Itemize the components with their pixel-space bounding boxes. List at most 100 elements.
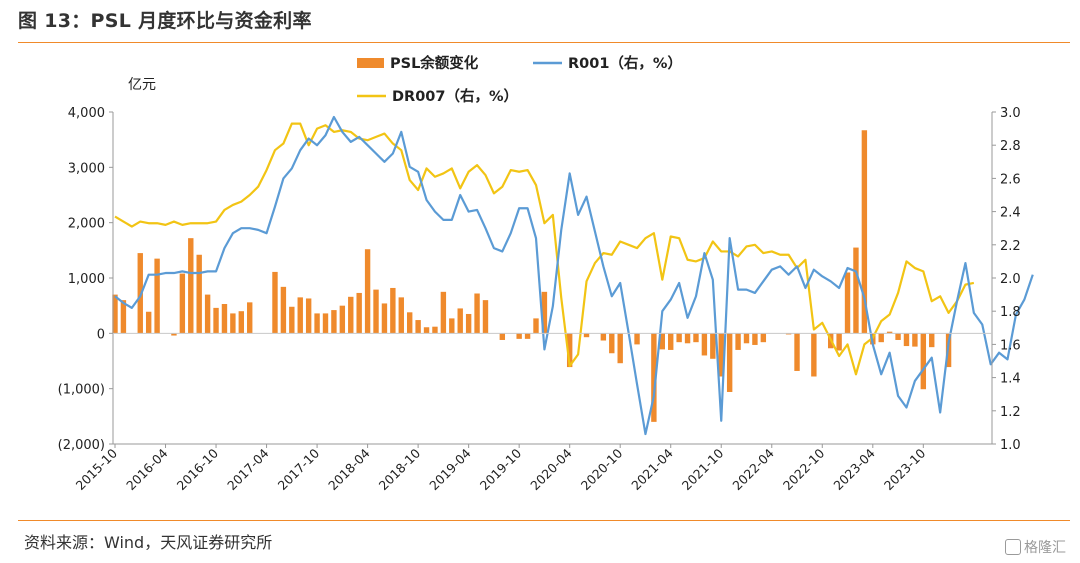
- psl-bar: [465, 313, 472, 334]
- psl-bar: [348, 296, 354, 334]
- psl-bar: [137, 253, 143, 334]
- psl-bar: [710, 333, 716, 359]
- psl-bar: [322, 313, 329, 334]
- psl-bar: [221, 304, 228, 334]
- right-tick-label: 2.4: [1000, 206, 1021, 221]
- legend-r001-label: R001（右，%）: [568, 54, 682, 72]
- psl-bar: [120, 300, 127, 334]
- psl-bar: [440, 291, 447, 334]
- psl-bar: [524, 333, 531, 339]
- psl-bar: [676, 333, 682, 343]
- x-tick-label: 2021-04: [628, 445, 676, 493]
- psl-bar: [381, 303, 388, 334]
- psl-bar: [238, 311, 244, 334]
- psl-bar: [583, 333, 590, 338]
- left-tick-label: (2,000): [58, 438, 105, 453]
- x-tick-label: 2020-04: [527, 445, 575, 493]
- x-tick-label: 2021-10: [679, 445, 727, 493]
- watermark-logo-icon: [1005, 539, 1021, 555]
- psl-bar: [423, 327, 430, 334]
- psl-bar: [566, 333, 573, 368]
- psl-bar: [718, 333, 724, 377]
- psl-bar: [878, 333, 884, 343]
- psl-bar: [297, 297, 303, 334]
- psl-bar: [474, 293, 480, 334]
- psl-bar: [516, 333, 522, 339]
- psl-bar: [247, 302, 253, 334]
- legend-psl-label: PSL余额变化: [390, 54, 479, 72]
- psl-bar: [836, 333, 842, 351]
- psl-bar: [609, 333, 615, 354]
- psl-bar: [651, 333, 657, 422]
- psl-bar: [760, 333, 767, 343]
- x-tick-label: 2016-04: [123, 445, 171, 493]
- psl-bar: [407, 312, 413, 334]
- right-tick-label: 1.8: [1000, 305, 1021, 320]
- x-tick-label: 2022-04: [729, 445, 777, 493]
- title-rule: [18, 42, 1070, 43]
- left-tick-label: 4,000: [68, 106, 105, 121]
- psl-bar: [154, 258, 160, 334]
- psl-bar: [204, 294, 211, 334]
- psl-bar: [305, 298, 312, 334]
- right-tick-label: 2.2: [1000, 239, 1021, 254]
- psl-bar: [213, 307, 219, 334]
- x-tick-label: 2019-10: [477, 445, 525, 493]
- right-tick-label: 1.4: [1000, 372, 1021, 387]
- psl-bar: [811, 333, 817, 377]
- psl-bar: [188, 238, 194, 334]
- x-tick-label: 2016-10: [174, 445, 222, 493]
- right-tick-label: 2.8: [1000, 139, 1021, 154]
- psl-bar: [499, 333, 506, 340]
- left-tick-label: 1,000: [68, 272, 105, 287]
- psl-bar: [886, 331, 893, 334]
- legend-psl-swatch: [357, 58, 384, 68]
- psl-bar: [920, 333, 927, 390]
- left-tick-label: 0: [97, 327, 105, 342]
- r001-line: [114, 115, 1034, 436]
- x-tick-label: 2023-04: [830, 445, 878, 493]
- left-tick-label: 3,000: [68, 161, 105, 176]
- psl-bar: [482, 300, 489, 334]
- figure-title: 图 13：PSL 月度环比与资金利率: [18, 10, 312, 32]
- psl-bar: [600, 333, 607, 341]
- psl-bar: [432, 326, 438, 334]
- x-tick-label: 2018-04: [325, 445, 373, 493]
- psl-bar: [230, 313, 236, 334]
- right-tick-label: 1.2: [1000, 405, 1021, 420]
- psl-bar: [457, 308, 463, 334]
- psl-bar: [364, 249, 371, 334]
- psl-bar: [668, 333, 674, 350]
- psl-bar: [415, 320, 421, 334]
- dr007-line: [114, 122, 975, 376]
- right-tick-label: 3.0: [1000, 106, 1021, 121]
- psl-bar: [356, 292, 362, 334]
- psl-rate-chart: (2,000) (1,000) 0 1,000 2,000 3,000 4,000 1.0 1.…: [58, 54, 1034, 493]
- psl-bar: [785, 333, 792, 335]
- psl-bar: [735, 333, 741, 350]
- left-axis-unit: 亿元: [128, 77, 156, 93]
- psl-bar: [895, 333, 901, 340]
- right-tick-label: 1.6: [1000, 338, 1021, 353]
- psl-bar: [794, 333, 800, 371]
- x-tick-label: 2020-10: [578, 445, 626, 493]
- x-tick-label: 2017-04: [224, 445, 272, 493]
- left-tick-label: (1,000): [58, 383, 105, 398]
- right-tick-label: 2.6: [1000, 172, 1021, 187]
- psl-bar: [533, 318, 539, 334]
- footer-rule: [18, 520, 1070, 521]
- psl-bar: [929, 333, 935, 348]
- right-tick-label: 2.0: [1000, 272, 1021, 287]
- psl-bar: [752, 333, 758, 345]
- source-note: 资料来源：Wind，天风证券研究所: [24, 533, 273, 552]
- psl-bar: [659, 333, 665, 350]
- psl-bar: [280, 286, 287, 334]
- psl-bar: [145, 311, 152, 334]
- psl-bar: [903, 333, 910, 347]
- psl-bar: [701, 333, 708, 356]
- x-tick-label: 2017-10: [275, 445, 323, 493]
- psl-bar: [912, 333, 918, 347]
- psl-bar: [449, 318, 455, 334]
- left-tick-label: 2,000: [68, 217, 105, 232]
- psl-bar: [289, 306, 295, 334]
